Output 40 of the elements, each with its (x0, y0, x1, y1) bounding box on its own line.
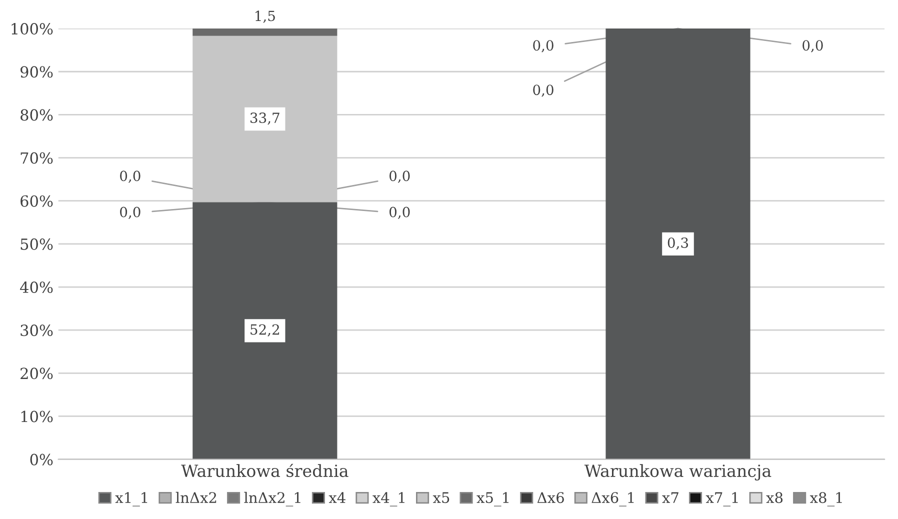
annotation: 0,0 (802, 40, 823, 52)
y-tick-label: 40% (20, 281, 53, 294)
y-tick-label: 0% (30, 454, 53, 466)
bar (606, 28, 750, 460)
y-tick-label: 10% (21, 410, 53, 422)
legend-label: x8 (766, 492, 783, 504)
bar (192, 202, 338, 460)
legend-label: Δx6_1 (592, 492, 634, 506)
annotation: 0,0 (533, 84, 554, 97)
legend-label: lnΔx2 (176, 492, 216, 503)
legend-label: x7 (662, 492, 678, 503)
annotation: 33,7 (250, 112, 280, 125)
annotation: 1,5 (256, 10, 275, 23)
legend-label: Δx6 (537, 492, 564, 504)
legend-label: x1_1 (115, 492, 148, 506)
bar (192, 28, 338, 36)
y-tick-label: 30% (20, 324, 53, 336)
y-tick-label: 20% (20, 368, 53, 380)
y-tick-label: 70% (20, 152, 53, 164)
annotation: 0,3 (668, 237, 688, 250)
y-tick-label: 80% (20, 109, 53, 121)
y-tick-label: 100% (12, 23, 53, 35)
x-tick-label: Warunkowa średnia (181, 464, 348, 478)
annotation: 52,2 (250, 324, 280, 336)
y-tick-label: 60% (20, 195, 53, 207)
legend-label: x8_1 (810, 492, 842, 506)
legend-label: x5_1 (476, 492, 508, 506)
annotation: 0,0 (120, 170, 140, 183)
annotation: 0,0 (533, 40, 554, 52)
x-tick-label: Warunkowa wariancja (584, 464, 772, 481)
legend-label: x7_1 (706, 492, 738, 506)
legend-label: x4 (328, 492, 346, 503)
annotation: 0,0 (390, 206, 410, 219)
legend-label: lnΔx2_1 (244, 492, 300, 506)
y-tick-label: 90% (20, 66, 53, 78)
legend-label: x4_1 (372, 492, 404, 506)
legend-label: x5 (432, 492, 450, 504)
y-tick-label: 50% (20, 238, 53, 250)
annotation: 0,0 (390, 170, 410, 183)
annotation: 0,0 (120, 206, 140, 219)
